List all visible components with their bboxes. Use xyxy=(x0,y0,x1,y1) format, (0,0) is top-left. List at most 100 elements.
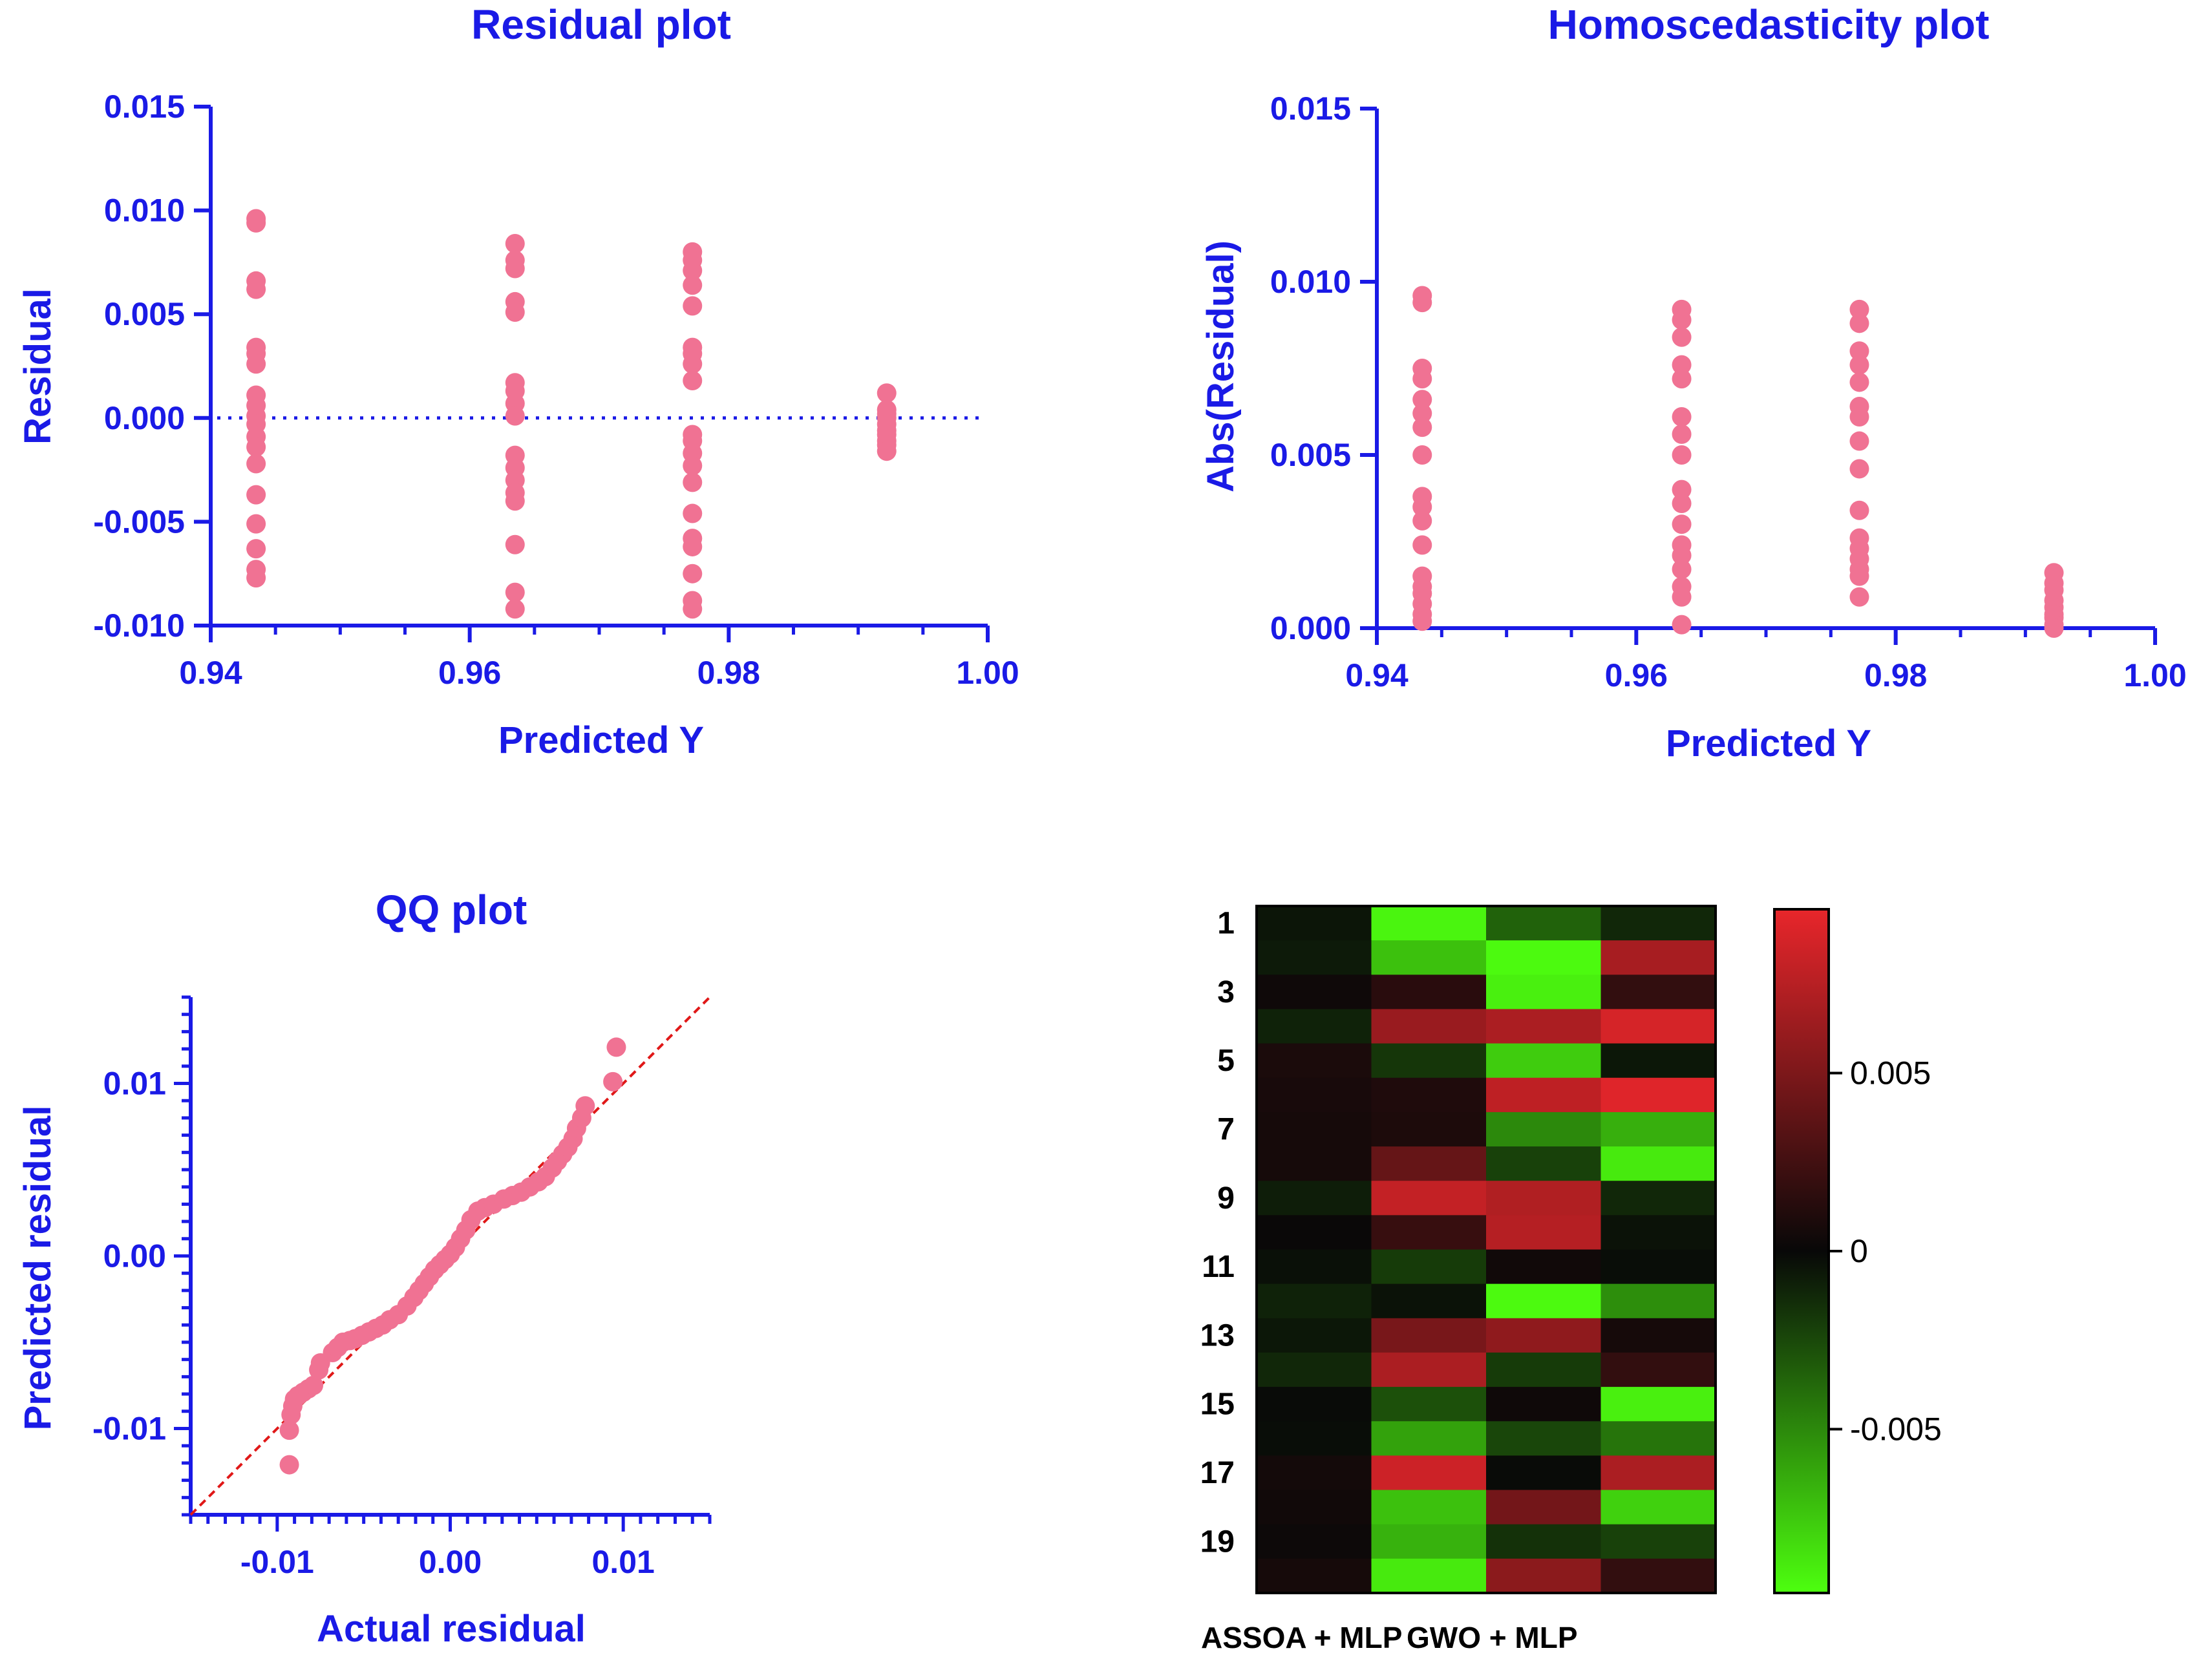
homoscedasticity-plot-points xyxy=(1412,286,2064,638)
residual-plot-y-tick-label: 0.010 xyxy=(104,193,185,229)
residual-plot-axes: 0.94 0.96 0.98 1.00 -0.010 -0.005 0.000 0.005 0.… xyxy=(93,89,1019,691)
heatmap-cell xyxy=(1371,1318,1487,1353)
heatmap-cell xyxy=(1486,1215,1601,1250)
qq-plot-point xyxy=(603,1071,623,1091)
residual-plot-y-tick-label: -0.010 xyxy=(93,607,185,644)
heatmap-row-label: 17 xyxy=(1200,1456,1235,1490)
residual-plot-ylabel: Residual xyxy=(17,288,59,445)
homoscedasticity-plot-point xyxy=(1412,369,1432,389)
heatmap-cell xyxy=(1486,1455,1601,1491)
heatmap-cell xyxy=(1486,1558,1601,1594)
heatmap-cell xyxy=(1371,906,1487,941)
heatmap-row-label: 13 xyxy=(1200,1318,1235,1353)
heatmap-cell xyxy=(1257,1387,1372,1422)
homoscedasticity-plot-point xyxy=(1412,403,1432,423)
homoscedasticity-plot-point xyxy=(1849,313,1869,333)
heatmap-cell xyxy=(1601,975,1716,1009)
heatmap-cell xyxy=(1486,1181,1601,1216)
homoscedasticity-plot-y-tick-label: 0.010 xyxy=(1270,264,1351,300)
heatmap-cell xyxy=(1371,1043,1487,1079)
heatmap-cell xyxy=(1601,1352,1716,1387)
heatmap-column-label-2: GWO + MLP xyxy=(1407,1621,1578,1654)
heatmap-cell xyxy=(1601,1215,1716,1250)
heatmap-cell xyxy=(1486,1249,1601,1285)
homoscedasticity-plot-point xyxy=(1672,310,1692,330)
heatmap-cell xyxy=(1257,1490,1372,1525)
residual-plot-point xyxy=(683,456,703,476)
heatmap-cell xyxy=(1257,975,1372,1009)
heatmap-cell xyxy=(1257,1181,1372,1216)
heatmap-cell xyxy=(1601,1009,1716,1044)
heatmap-cell xyxy=(1601,1318,1716,1353)
heatmap-cell xyxy=(1257,1146,1372,1181)
residual-plot-point xyxy=(505,491,525,511)
residual-plot-point xyxy=(505,406,525,426)
homoscedasticity-plot-point xyxy=(1849,500,1869,520)
heatmap-row-label: 19 xyxy=(1200,1524,1235,1559)
homoscedasticity-plot-point xyxy=(1412,497,1432,517)
residual-plot-point xyxy=(683,599,703,619)
homoscedasticity-plot-point xyxy=(1849,459,1869,479)
heatmap-cell xyxy=(1371,1421,1487,1456)
heatmap-cell xyxy=(1371,975,1487,1009)
colorbar-tick-label: -0.005 xyxy=(1850,1411,1942,1448)
heatmap-cell xyxy=(1601,1387,1716,1422)
heatmap-cell xyxy=(1486,975,1601,1009)
heatmap-cell xyxy=(1371,1455,1487,1491)
residual-plot-point xyxy=(505,233,525,253)
heatmap-cell xyxy=(1601,1112,1716,1147)
heatmap-cell xyxy=(1257,1215,1372,1250)
qq-plot-y-tick-label: 0.00 xyxy=(103,1238,166,1274)
residual-plot-y-tick-label: 0.000 xyxy=(104,400,185,436)
residual-plot-point xyxy=(505,302,525,322)
residual-plot-point xyxy=(683,503,703,523)
residual-plot-xlabel: Predicted Y xyxy=(498,719,704,761)
homoscedasticity-plot-point xyxy=(1672,369,1692,389)
residual-plot-point xyxy=(505,582,525,602)
qq-plot-x-tick-label: 0.00 xyxy=(419,1544,482,1580)
residual-plot-point xyxy=(877,383,897,403)
heatmap-cell xyxy=(1601,1249,1716,1285)
homoscedasticity-plot-y-tick-label: 0.000 xyxy=(1270,610,1351,646)
heatmap-cell xyxy=(1257,1421,1372,1456)
residual-plot: Residual plot Predicted Y Residual 0.94 0… xyxy=(17,1,1019,761)
heatmap-cell xyxy=(1257,1318,1372,1353)
colorbar xyxy=(1773,908,1830,1594)
heatmap-cell xyxy=(1257,1524,1372,1559)
heatmap-cell xyxy=(1601,1146,1716,1181)
heatmap-cell xyxy=(1486,1009,1601,1044)
homoscedasticity-plot-point xyxy=(1412,511,1432,531)
homoscedasticity-plot-point xyxy=(1412,535,1432,555)
homoscedasticity-plot-point xyxy=(1412,293,1432,313)
heatmap-cell xyxy=(1257,1352,1372,1387)
heatmap-cell xyxy=(1486,1077,1601,1113)
residual-plot-point xyxy=(246,568,266,588)
heatmap-cell xyxy=(1486,1524,1601,1559)
residual-plot-y-tick-label: 0.015 xyxy=(104,89,185,125)
residual-plot-point xyxy=(246,213,266,233)
homoscedasticity-plot-point xyxy=(1412,417,1432,438)
homoscedasticity-plot-y-tick-label: 0.005 xyxy=(1270,437,1351,473)
residual-plot-y-tick-label: -0.005 xyxy=(93,503,185,540)
qq-plot-x-tick-label: 0.01 xyxy=(592,1544,655,1580)
heatmap-row-label: 1 xyxy=(1217,907,1235,941)
heatmap-cell xyxy=(1257,1043,1372,1079)
heatmap-row-label: 9 xyxy=(1217,1181,1235,1216)
homoscedasticity-plot-point xyxy=(1412,445,1432,465)
heatmap-cell xyxy=(1486,906,1601,941)
residual-plot-point xyxy=(683,564,703,584)
homoscedasticity-plot-y-tick-label: 0.015 xyxy=(1270,90,1351,127)
heatmap-cell xyxy=(1257,1455,1372,1491)
heatmap-cell xyxy=(1371,1077,1487,1113)
heatmap-cell xyxy=(1486,1387,1601,1422)
homoscedasticity-plot-point xyxy=(1412,390,1432,410)
heatmap-cell xyxy=(1486,1283,1601,1319)
heatmap-cell xyxy=(1371,1215,1487,1250)
homoscedasticity-plot-point xyxy=(1672,327,1692,347)
heatmap-cell xyxy=(1486,940,1601,975)
heatmap-border xyxy=(1255,905,1717,1594)
homoscedasticity-plot-point xyxy=(1672,514,1692,534)
residual-plot-x-tick-label: 0.98 xyxy=(697,655,760,691)
homoscedasticity-plot-ylabel: Abs(Residual) xyxy=(1200,240,1242,492)
